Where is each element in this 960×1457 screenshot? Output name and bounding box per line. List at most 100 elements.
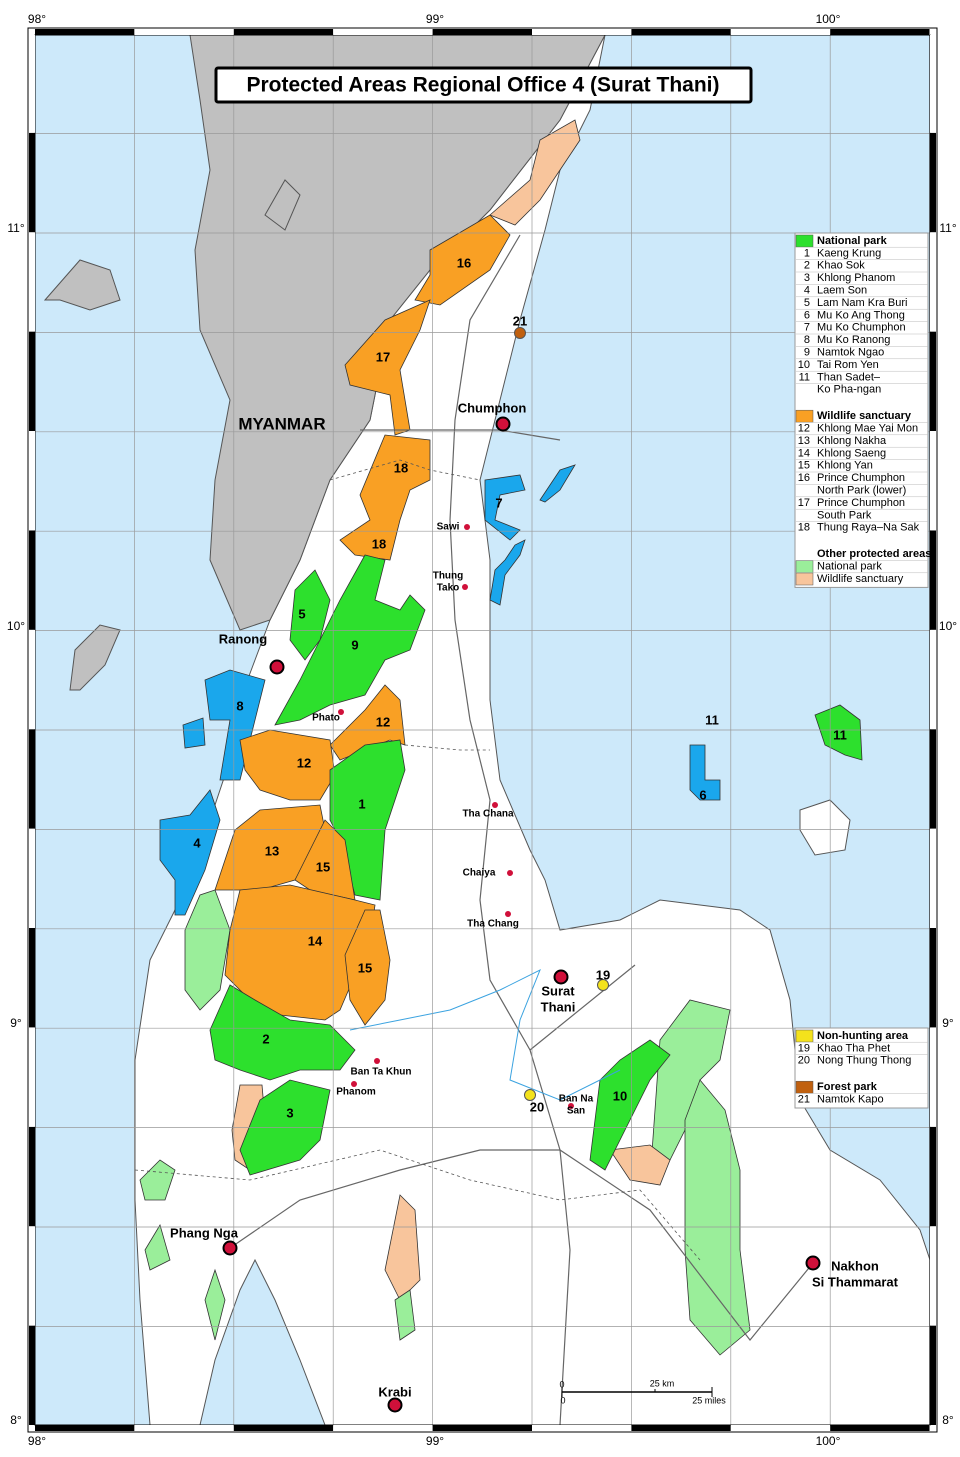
national-park-other: [684, 1079, 751, 1356]
frame-bar: [233, 29, 334, 35]
legend-number: 11: [799, 371, 810, 383]
frame-bar: [29, 530, 35, 630]
national-park: [589, 1039, 671, 1171]
legend-number: 19: [798, 1042, 810, 1054]
area-number: 5: [298, 606, 305, 621]
area-number: 9: [351, 637, 358, 652]
legend-heading: National park: [817, 235, 888, 247]
legend-item: Wildlife sanctuary: [817, 573, 904, 585]
labels: 1617181875981212141315141523106111119202…: [170, 255, 899, 1413]
frame-bar: [29, 431, 35, 531]
legend-item: Khao Tha Phet: [817, 1042, 890, 1054]
area-number: 1: [358, 796, 365, 811]
town-label: San: [567, 1106, 585, 1117]
frame-bar: [930, 35, 936, 133]
legend-heading: Forest park: [817, 1081, 878, 1093]
frame-bar: [930, 232, 936, 332]
bay: [199, 1258, 326, 1426]
town-label: Tha Chang: [467, 919, 519, 930]
national-park-other: [144, 1224, 171, 1271]
frame-bar: [29, 331, 35, 431]
city-label: Ranong: [219, 631, 267, 646]
latitude-label: 11°: [939, 221, 956, 235]
legend-frame: [794, 1027, 929, 1109]
wildlife-sanctuary: [344, 909, 391, 1026]
legend-number: 21: [798, 1094, 810, 1106]
marine-park: [484, 474, 526, 541]
marine-park: [182, 717, 206, 749]
area-number: 15: [316, 859, 330, 874]
legend-item: Mu Ko Ang Thong: [817, 309, 905, 321]
area-number: 12: [376, 714, 390, 729]
area-number: 14: [308, 933, 323, 948]
legend-item: Kaeng Krung: [817, 247, 881, 259]
legend-number: 10: [798, 359, 810, 371]
legend-item: National park: [817, 561, 882, 573]
area-number: 11: [705, 712, 719, 727]
area-number: 20: [530, 1099, 544, 1114]
national-park-other: [139, 1159, 176, 1201]
wildlife-sanctuary: [344, 299, 431, 436]
legend-item: Khlong Phanom: [817, 272, 895, 284]
legend-number: 4: [804, 285, 810, 297]
island: [43, 259, 121, 311]
myanmar-land: [189, 34, 606, 631]
frame-bar: [930, 828, 936, 928]
river: [349, 968, 621, 1101]
scale-bar: 0 25 km 0 25 miles: [559, 1378, 726, 1405]
longitude-label: 99°: [426, 12, 444, 26]
latitude-label: 9°: [942, 1016, 954, 1030]
legend-item: Prince Chumphon: [817, 497, 905, 509]
frame: 98° 98° 99° 99° 100° 100° 11° 11° 10° 10° 9° 9° 8° 8°: [7, 12, 957, 1448]
legend-heading: Non-hunting area: [817, 1030, 909, 1042]
frame-bar: [830, 1425, 930, 1431]
legend-item: Namtok Kapo: [817, 1094, 884, 1106]
town-marker: [464, 524, 470, 530]
frame-bar: [930, 1226, 936, 1326]
area-number: 18: [372, 536, 386, 551]
latitude-label: 9°: [10, 1016, 22, 1030]
legend-swatch: [795, 560, 814, 573]
frame-bar: [29, 35, 35, 133]
town-marker: [374, 1058, 380, 1064]
city-label: Nakhon: [831, 1258, 879, 1273]
frame-bar: [930, 132, 936, 233]
legend-item: Thung Raya–Na Sak: [817, 522, 920, 534]
town-marker: [505, 911, 511, 917]
area-number: 15: [358, 960, 372, 975]
frame-bar: [930, 1027, 936, 1127]
legend-number: 8: [804, 334, 810, 346]
map-title: Protected Areas Regional Office 4 (Surat…: [247, 74, 720, 97]
national-park: [289, 569, 331, 661]
city-marker: [495, 416, 511, 432]
lines: [134, 234, 814, 1426]
area-number: 3: [286, 1105, 293, 1120]
area-number: 17: [376, 349, 390, 364]
scale-label: 25 miles: [692, 1395, 726, 1405]
national-park: [209, 984, 356, 1081]
road: [229, 1149, 814, 1341]
wildlife-sanctuary: [339, 434, 431, 561]
city-marker: [269, 659, 285, 675]
town-marker: [338, 709, 344, 715]
legend-number: 12: [798, 423, 810, 435]
legend-swatch: [795, 234, 814, 248]
town-label: Chaiya: [463, 868, 496, 879]
city-label: Chumphon: [458, 400, 527, 415]
town-label: Tako: [437, 583, 460, 594]
legend-number: 7: [804, 322, 810, 334]
area-number: 8: [236, 698, 243, 713]
frame-bar: [233, 1425, 334, 1431]
latitude-label: 10°: [939, 619, 957, 633]
frame-bar: [930, 629, 936, 730]
town-marker: [351, 1081, 357, 1087]
frame-bar: [29, 132, 35, 233]
city-label: Thani: [541, 999, 576, 1014]
longitude-label: 98°: [28, 1434, 46, 1448]
site-marker: [514, 327, 526, 339]
national-park-other: [184, 889, 231, 1011]
frame-bar: [631, 1425, 731, 1431]
town-label: Sawi: [437, 522, 460, 533]
city-label: Si Thammarat: [812, 1274, 899, 1289]
legend-item: Tai Rom Yen: [817, 359, 879, 371]
